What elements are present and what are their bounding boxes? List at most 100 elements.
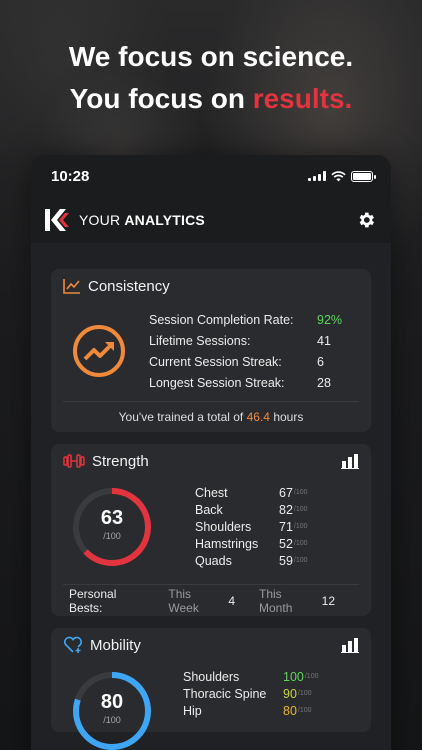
status-bar: 10:28 [31, 155, 391, 197]
consistency-body: Session Completion Rate: 92% Lifetime Ses… [63, 303, 359, 401]
strength-progress-ring [73, 488, 151, 566]
area-value: 90 [283, 686, 297, 701]
strength-body: 63 /100 Chest 67/100 Back 82/100 Shoulders… [63, 478, 359, 584]
muscle-label: Hamstrings [195, 536, 259, 551]
trending-up-icon [73, 325, 125, 377]
muscle-value: 52 [279, 536, 293, 551]
list-item: Hip 80/100 [183, 702, 318, 719]
consistency-card: Consistency Session Completion Rate: 92% … [51, 269, 371, 432]
total-hours-value: 46.4 [246, 410, 270, 424]
strength-score-ring: 63 /100 [71, 486, 153, 568]
bar-chart-icon[interactable] [341, 637, 359, 653]
app-title-prefix: YOUR [79, 212, 121, 228]
total-hours-line: You've trained a total of 46.4 hours [63, 402, 359, 432]
mobility-score: 80 [100, 691, 124, 713]
mobility-title-text: Mobility [90, 636, 141, 654]
headline-accent: results. [252, 83, 353, 114]
muscle-label: Chest [195, 485, 228, 500]
list-item: Hamstrings 52/100 [195, 535, 308, 552]
stat-label: Session Completion Rate: [149, 312, 294, 327]
consistency-header: Consistency [63, 269, 359, 303]
heart-plus-icon [63, 636, 83, 653]
stat-row: Session Completion Rate: 92% [149, 309, 342, 330]
strength-muscle-list: Chest 67/100 Back 82/100 Shoulders 71/100 H… [195, 484, 308, 584]
app-logo-icon [45, 209, 69, 231]
muscle-max: /100 [293, 523, 308, 530]
strength-score: 63 [100, 507, 124, 529]
strength-title-text: Strength [92, 452, 149, 470]
dumbbell-icon [63, 454, 85, 468]
mobility-card: Mobility 80 /100 Shoulders 100/100 Thorac… [51, 628, 371, 750]
personal-bests-label: Personal Bests: [69, 586, 117, 615]
this-month-value: 12 [321, 593, 335, 608]
app-title-bold: ANALYTICS [124, 212, 205, 228]
headline-line-2: You focus on results. [0, 78, 422, 120]
strength-title: Strength [63, 453, 149, 470]
marketing-headline: We focus on science. You focus on result… [0, 36, 422, 120]
area-max: /100 [297, 707, 312, 714]
muscle-label: Quads [195, 553, 232, 568]
area-max: /100 [297, 690, 312, 697]
stat-row: Longest Session Streak: 28 [149, 372, 342, 393]
strength-progress-arc [73, 488, 151, 566]
area-label: Shoulders [183, 669, 240, 684]
analytics-content: Consistency Session Completion Rate: 92% … [31, 243, 391, 750]
divider [63, 401, 359, 402]
stat-label: Current Session Streak: [149, 354, 282, 369]
bar-chart-icon[interactable] [341, 453, 359, 469]
list-item: Quads 59/100 [195, 552, 308, 569]
list-item: Back 82/100 [195, 501, 308, 518]
muscle-max: /100 [293, 540, 308, 547]
mobility-score-ring: 80 /100 [71, 670, 153, 750]
muscle-value: 71 [279, 519, 293, 534]
app-title: YOUR ANALYTICS [79, 212, 205, 228]
stat-label: Longest Session Streak: [149, 375, 285, 390]
list-item: Thoracic Spine 90/100 [183, 685, 318, 702]
area-value: 100 [283, 669, 304, 684]
area-max: /100 [304, 673, 319, 680]
consistency-stats: Session Completion Rate: 92% Lifetime Ses… [149, 309, 342, 393]
stat-value: 28 [317, 375, 331, 390]
muscle-label: Shoulders [195, 519, 252, 534]
muscle-max: /100 [293, 489, 308, 496]
this-week-value: 4 [228, 593, 236, 608]
muscle-label: Back [195, 502, 223, 517]
area-label: Thoracic Spine [183, 686, 267, 701]
total-hours-suffix: hours [273, 410, 304, 424]
strength-score-max: /100 [103, 531, 121, 541]
this-week-label: This Week [168, 586, 199, 615]
this-month-label: This Month [259, 586, 293, 615]
stat-row: Lifetime Sessions: 41 [149, 330, 342, 351]
consistency-title: Consistency [63, 278, 170, 295]
list-item: Chest 67/100 [195, 484, 308, 501]
headline-line-2-prefix: You focus on [69, 83, 253, 114]
personal-bests-line: Personal Bests: This Week 4 This Month 1… [63, 585, 359, 616]
muscle-value: 67 [279, 485, 293, 500]
settings-gear-icon[interactable] [355, 209, 377, 231]
stat-label: Lifetime Sessions: [149, 333, 251, 348]
mobility-title: Mobility [63, 636, 141, 654]
status-time: 10:28 [51, 167, 90, 185]
total-hours-prefix: You've trained a total of [118, 410, 244, 424]
mobility-header: Mobility [63, 628, 359, 662]
mobility-progress-arc [73, 672, 151, 750]
muscle-max: /100 [293, 506, 308, 513]
strength-card: Strength 63 /100 Chest 67/100 Back 82/100 … [51, 444, 371, 616]
stat-value: 41 [317, 333, 331, 348]
consistency-title-text: Consistency [88, 277, 170, 295]
mobility-score-max: /100 [103, 715, 121, 725]
battery-icon [351, 170, 376, 182]
muscle-value: 82 [279, 502, 293, 517]
signal-icon [308, 171, 326, 181]
line-chart-icon [63, 279, 80, 294]
muscle-value: 59 [279, 553, 293, 568]
mobility-area-list: Shoulders 100/100 Thoracic Spine 90/100 Hi… [183, 668, 318, 732]
mobility-progress-ring [73, 672, 151, 750]
stat-value: 6 [317, 354, 324, 369]
phone-screen: 10:28 YOUR ANALYTICS Consistency [31, 155, 391, 750]
stat-row: Current Session Streak: 6 [149, 351, 342, 372]
mobility-body: 80 /100 Shoulders 100/100 Thoracic Spine 9… [63, 662, 359, 750]
strength-header: Strength [63, 444, 359, 478]
stat-value: 92% [317, 312, 343, 327]
app-bar: YOUR ANALYTICS [31, 197, 391, 243]
